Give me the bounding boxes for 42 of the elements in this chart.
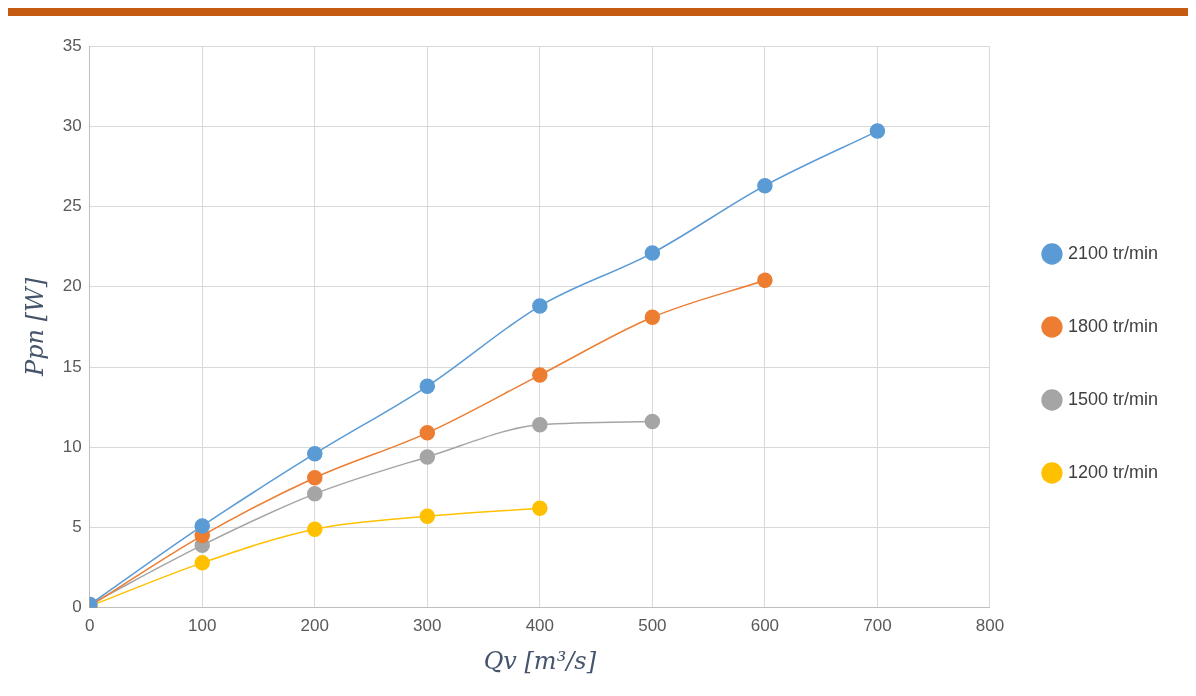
x-tick-label: 200 <box>300 615 329 635</box>
y-tick-label: 20 <box>62 276 82 296</box>
y-tick-label: 5 <box>72 517 82 537</box>
legend-label: 1200 tr/min <box>1067 461 1158 482</box>
point <box>419 508 436 525</box>
point <box>194 518 210 534</box>
point <box>644 309 661 326</box>
y-tick-label: 35 <box>62 35 82 55</box>
x-tick-label: 600 <box>750 615 780 635</box>
point <box>194 555 210 571</box>
y-axis-title: Ppn [W] <box>20 277 49 377</box>
x-tick-label: 300 <box>413 615 442 635</box>
point <box>307 445 323 462</box>
x-tick-label: 100 <box>188 615 217 635</box>
point <box>419 425 436 441</box>
point <box>532 500 548 517</box>
legend-label: 1800 tr/min <box>1067 315 1158 336</box>
x-tick-label: 500 <box>638 615 667 635</box>
y-tick-label: 0 <box>72 597 82 617</box>
point <box>419 378 436 395</box>
x-tick-label: 400 <box>525 615 555 635</box>
point <box>644 413 661 430</box>
y-tick-label: 25 <box>62 196 82 216</box>
point <box>532 298 548 314</box>
legend-label: 2100 tr/min <box>1067 242 1158 263</box>
point <box>644 245 661 261</box>
y-tick-label: 15 <box>62 356 82 376</box>
point <box>532 417 548 433</box>
point <box>307 486 323 502</box>
legend-label: 1500 tr/min <box>1067 388 1158 409</box>
y-tick-label: 10 <box>62 436 82 456</box>
point <box>307 521 323 537</box>
point <box>307 470 323 486</box>
point <box>757 177 773 194</box>
point <box>419 449 436 465</box>
point <box>869 123 886 139</box>
x-tick-label: 800 <box>975 615 1005 635</box>
x-tick-label: 700 <box>863 615 892 635</box>
point <box>532 367 548 383</box>
point <box>757 272 773 289</box>
y-tick-label: 30 <box>62 115 82 135</box>
x-axis-title: Qv [m³/s] <box>483 646 597 675</box>
